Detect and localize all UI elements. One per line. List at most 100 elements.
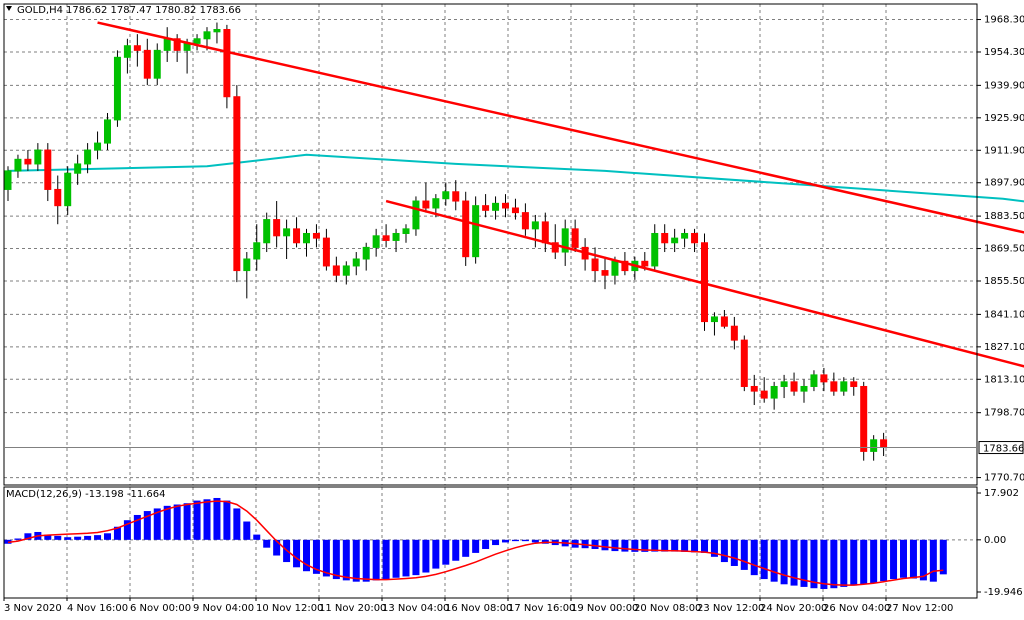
time-axis-label: 26 Nov 04:00 — [823, 603, 890, 614]
price-axis-label: 1798.70 — [984, 408, 1024, 419]
macd-histogram-bar — [750, 539, 758, 576]
macd-histogram-bar — [163, 505, 171, 540]
candle-body — [44, 149, 52, 190]
price-axis-label: 1770.70 — [984, 473, 1024, 484]
time-axis-label: 17 Nov 16:00 — [508, 603, 575, 614]
candle-body — [611, 260, 619, 276]
macd-histogram-bar — [263, 539, 271, 548]
candle-body — [452, 191, 460, 202]
candle — [153, 43, 161, 86]
candle — [840, 377, 848, 396]
candle — [492, 196, 500, 220]
macd-histogram-bar — [402, 539, 410, 577]
time-axis-label: 20 Nov 08:00 — [634, 603, 701, 614]
time-axis-label: 10 Nov 12:00 — [256, 603, 323, 614]
current-price-badge — [978, 441, 1024, 455]
macd-histogram-bar — [342, 539, 350, 581]
macd-histogram-bar — [462, 539, 470, 557]
time-axis-label: 9 Nov 04:00 — [193, 603, 254, 614]
macd-layer — [4, 497, 947, 590]
candle — [452, 180, 460, 211]
candle — [850, 377, 858, 396]
channel-line-upper — [97, 21, 1024, 234]
axes-layer: 1968.30 1954.30 1939.90 1925.90 1911.90 1897.… — [3, 3, 1024, 614]
time-axis-label: 13 Nov 04:00 — [382, 603, 449, 614]
macd-histogram-bar — [502, 539, 509, 543]
macd-histogram-bar — [581, 539, 589, 549]
candle — [123, 38, 131, 74]
candle-body — [840, 381, 848, 392]
macd-histogram-bar — [671, 539, 679, 552]
macd-histogram-bar — [482, 539, 490, 549]
candle — [213, 22, 221, 44]
candle — [800, 379, 808, 403]
macd-histogram-bar — [64, 537, 72, 540]
candle-body — [352, 258, 360, 267]
candle — [113, 50, 121, 127]
candle-body — [312, 232, 320, 239]
candle — [14, 154, 22, 178]
macd-axis-label: 0.00 — [984, 535, 1006, 546]
candle — [601, 256, 609, 290]
candle — [173, 34, 181, 62]
candle-body — [432, 198, 440, 209]
candle — [830, 372, 838, 396]
candle-body — [860, 385, 868, 452]
candle-body — [362, 246, 370, 260]
macd-histogram-bar — [919, 539, 927, 581]
candle-body — [64, 172, 72, 207]
macd-histogram-bar — [74, 536, 82, 540]
candle — [352, 252, 360, 276]
candle-body — [123, 45, 131, 58]
candle-body — [671, 237, 679, 244]
macd-histogram-bar — [641, 539, 649, 552]
candle — [372, 228, 380, 257]
time-axis-label: 16 Nov 08:00 — [445, 603, 512, 614]
macd-histogram-bar — [233, 508, 241, 540]
macd-histogram-bar — [780, 539, 788, 585]
price-panel-frame — [3, 3, 978, 486]
macd-histogram-bar — [303, 539, 310, 572]
candle-body — [571, 228, 579, 248]
candle — [193, 34, 201, 51]
candle — [332, 256, 340, 283]
candle — [253, 224, 261, 271]
candle — [312, 224, 320, 248]
symbol-label: GOLD,H4 — [17, 5, 63, 16]
candle-body — [691, 232, 699, 244]
dropdown-triangle-icon[interactable] — [6, 6, 12, 11]
macd-histogram-bar — [621, 539, 629, 552]
macd-histogram-bar — [223, 500, 231, 540]
macd-histogram-bar — [631, 539, 639, 552]
candle-body — [133, 45, 141, 51]
candle — [412, 196, 420, 236]
candle — [382, 224, 390, 248]
candle — [74, 154, 82, 185]
macd-histogram-bar — [681, 539, 689, 552]
candle-body — [720, 316, 728, 327]
candle-body — [303, 232, 310, 244]
candle-body — [213, 28, 221, 33]
candle-body — [163, 38, 171, 51]
candle — [790, 372, 798, 396]
candle-body — [790, 381, 798, 392]
candle-body — [193, 38, 201, 44]
candle — [710, 312, 718, 336]
macd-histogram-bar — [372, 539, 380, 581]
macd-histogram-bar — [312, 539, 320, 574]
macd-histogram-bar — [432, 539, 440, 569]
candle-body — [94, 142, 102, 151]
macd-histogram-bar — [104, 533, 111, 540]
candle — [541, 212, 549, 253]
candle — [133, 34, 141, 67]
candle — [283, 219, 291, 259]
price-axis-label: 1841.10 — [984, 309, 1024, 320]
candle — [810, 370, 818, 392]
macd-histogram-bar — [24, 533, 32, 540]
candle-body — [591, 258, 599, 272]
time-axis-label: 27 Nov 12:00 — [886, 603, 953, 614]
candle-body — [641, 260, 649, 267]
macd-histogram-bar — [14, 538, 22, 540]
candle — [730, 316, 738, 350]
